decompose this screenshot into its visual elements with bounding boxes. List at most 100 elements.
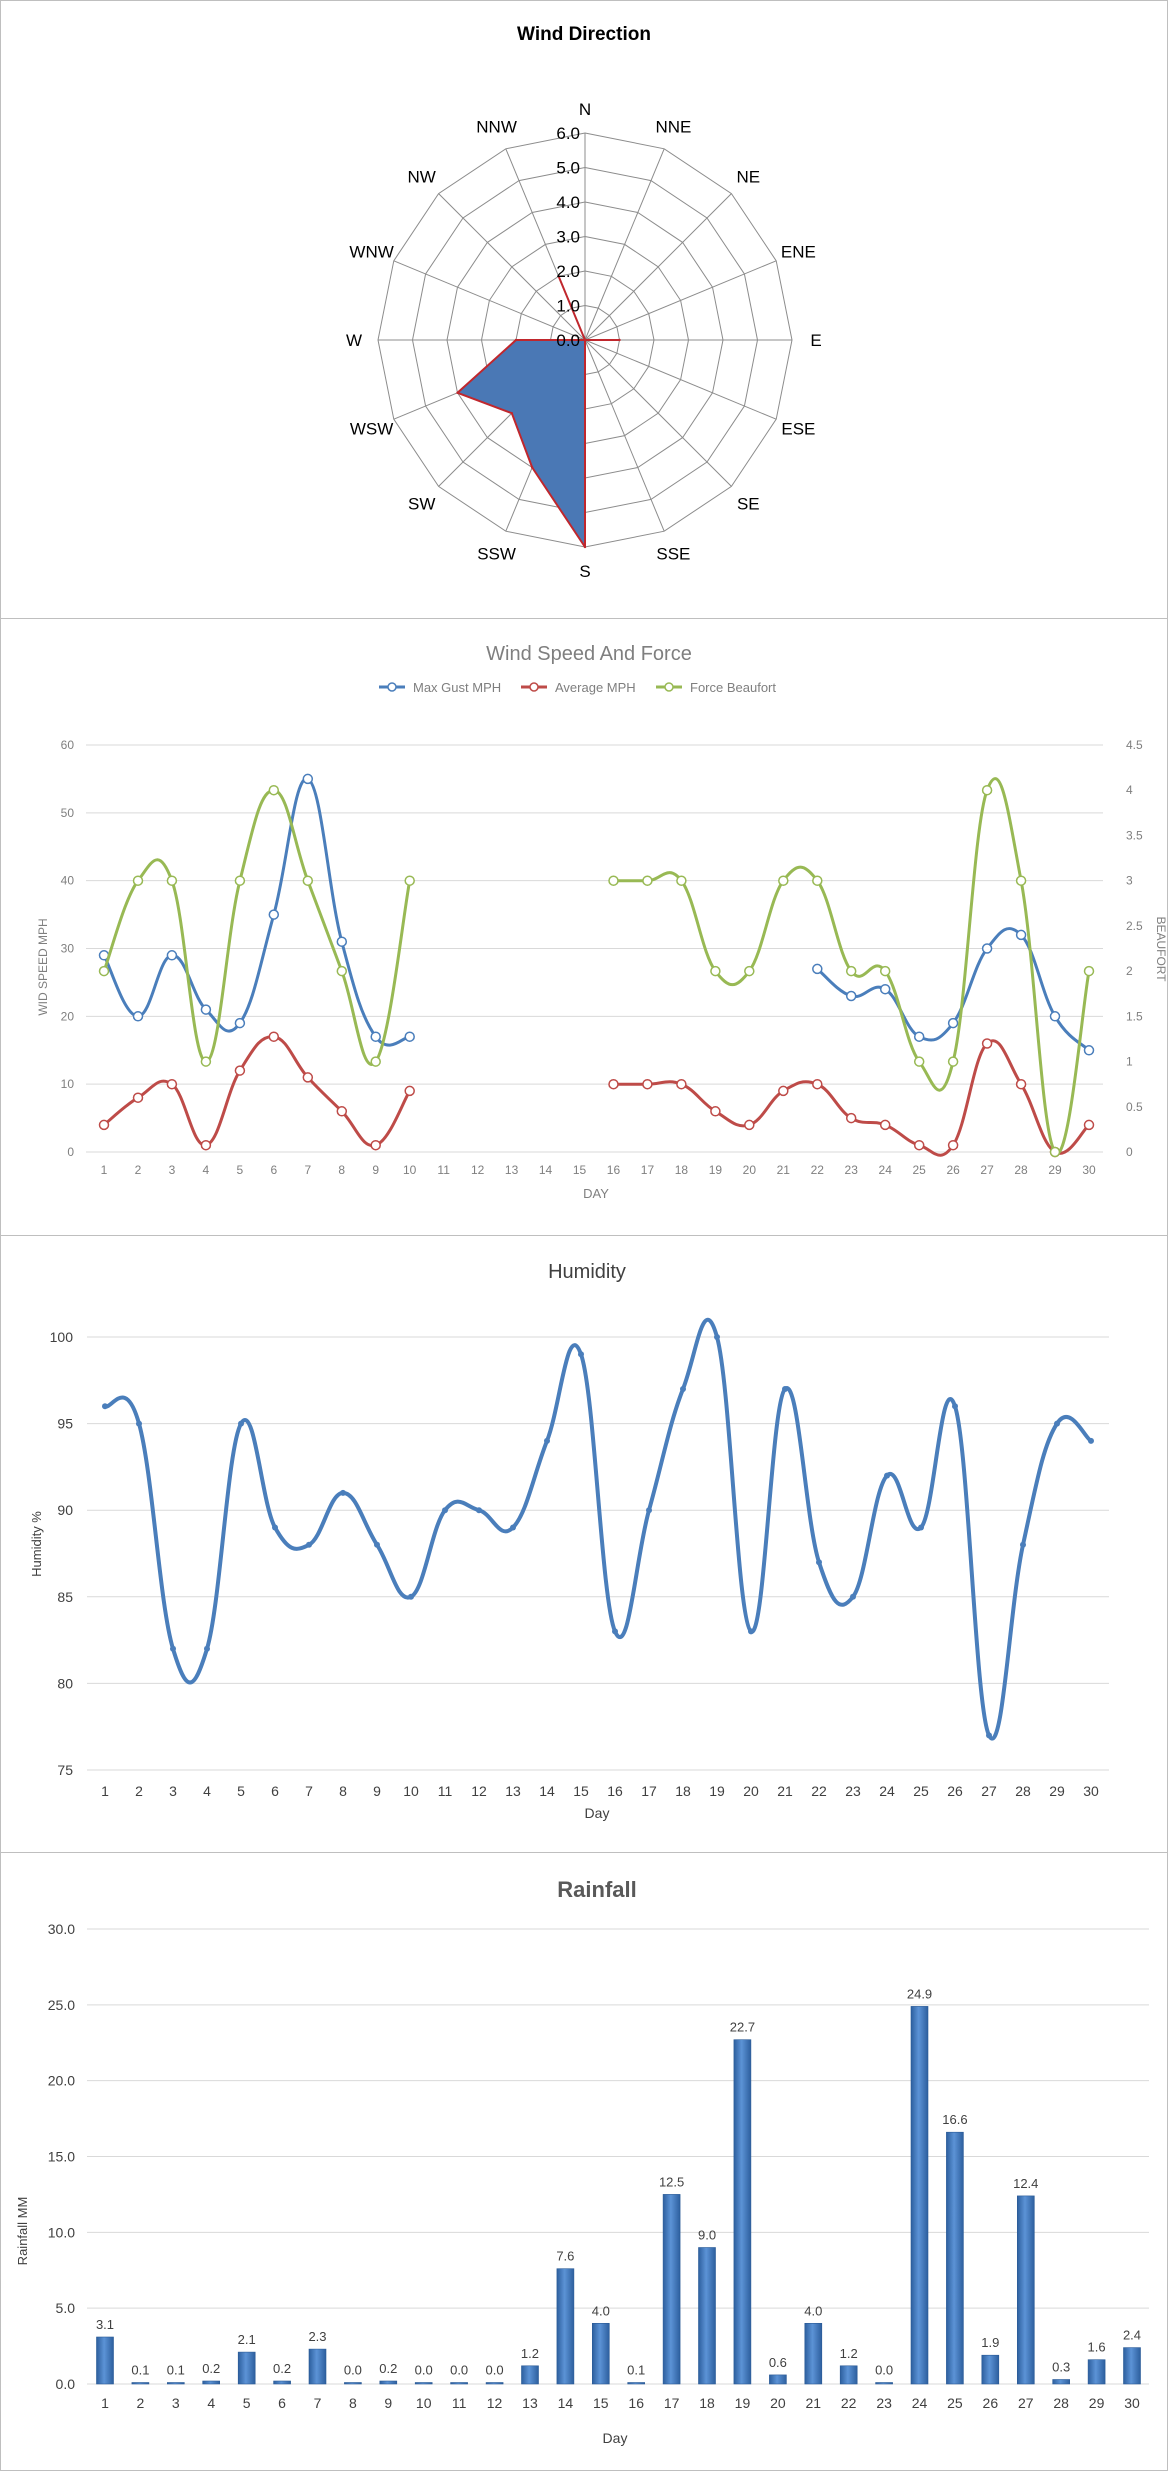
- direction-label: SSE: [656, 544, 690, 563]
- wind-speed-chart: Wind Speed And Force Max Gust MPH Average…: [36, 643, 1167, 1201]
- data-point: [302, 875, 314, 886]
- data-point: [748, 1628, 754, 1635]
- direction-label: S: [579, 562, 590, 581]
- y-tick-label: 100: [50, 1329, 74, 1345]
- x-tick-label: 22: [811, 1783, 827, 1799]
- y-tick-label: 15.0: [48, 2149, 75, 2165]
- x-axis-label: Day: [585, 1805, 610, 1821]
- radar-point: [618, 338, 621, 342]
- bar: [556, 2268, 575, 2385]
- bar: [1087, 2359, 1106, 2385]
- bar: [733, 2039, 752, 2385]
- data-point: [710, 965, 721, 977]
- x-tick-label: 6: [271, 1783, 279, 1799]
- direction-label: NNW: [476, 118, 517, 137]
- x-tick-label: 6: [270, 1163, 277, 1177]
- data-point: [845, 990, 857, 1002]
- data-point: [268, 784, 280, 796]
- x-tick-label: 16: [607, 1163, 621, 1177]
- x-tick-label: 15: [573, 1783, 589, 1799]
- data-point: [404, 875, 415, 886]
- x-tick-label: 24: [912, 2395, 928, 2411]
- y-tick-label: 85: [57, 1589, 73, 1605]
- radar-point: [557, 275, 560, 278]
- x-tick-label: 1: [101, 2395, 109, 2411]
- data-point: [680, 1386, 686, 1392]
- direction-label: ESE: [781, 419, 815, 438]
- y-tick-label: 90: [57, 1502, 73, 1518]
- data-point: [272, 1524, 278, 1531]
- data-point: [476, 1507, 482, 1514]
- x-tick-label: 27: [981, 1783, 997, 1799]
- y-axis-label: Rainfall MM: [15, 2197, 30, 2266]
- x-tick-label: 3: [172, 2395, 180, 2411]
- data-point: [676, 1078, 687, 1090]
- data-point: [778, 1085, 789, 1097]
- x-tick-label: 21: [777, 1163, 791, 1177]
- data-label: 0.3: [1052, 2360, 1070, 2375]
- data-point: [234, 875, 246, 886]
- data-label: 0.2: [202, 2361, 220, 2376]
- data-point: [136, 1420, 142, 1427]
- data-label: 0.1: [131, 2363, 149, 2378]
- y-tick-label: 40: [61, 874, 75, 888]
- direction-label: NE: [736, 168, 760, 187]
- data-point: [812, 1078, 823, 1090]
- data-label: 0.0: [486, 2363, 504, 2378]
- radial-tick-label: 4.0: [556, 193, 580, 212]
- chart-title: Wind Speed And Force: [486, 643, 692, 665]
- x-tick-label: 29: [1049, 1783, 1065, 1799]
- data-point: [884, 1472, 890, 1479]
- x-tick-label: 25: [947, 2395, 963, 2411]
- x-tick-label: 27: [980, 1163, 994, 1177]
- bar: [450, 2382, 468, 2385]
- x-tick-label: 25: [913, 1783, 929, 1799]
- direction-label: WNW: [349, 243, 393, 262]
- y2-tick-label: 4.5: [1126, 738, 1143, 752]
- chart-title: Rainfall: [557, 1877, 636, 1902]
- y-tick-label: 5.0: [56, 2300, 76, 2316]
- direction-label: E: [810, 331, 821, 350]
- data-label: 4.0: [592, 2303, 610, 2318]
- x-axis-label: Day: [603, 2430, 628, 2446]
- x-tick-label: 5: [243, 2395, 251, 2411]
- bar: [414, 2382, 433, 2385]
- x-tick-label: 2: [135, 1163, 142, 1177]
- x-tick-label: 19: [735, 2395, 751, 2411]
- data-point: [166, 1078, 178, 1090]
- x-tick-label: 3: [169, 1783, 177, 1799]
- data-label: 3.1: [96, 2317, 114, 2332]
- x-tick-label: 12: [487, 2395, 503, 2411]
- radar-spoke: [584, 148, 665, 341]
- data-point: [608, 875, 619, 886]
- x-tick-label: 12: [471, 1163, 485, 1177]
- y-axis-label: WID SPEED MPH: [36, 918, 50, 1015]
- x-axis-label: DAY: [583, 1186, 609, 1201]
- data-label: 0.0: [415, 2363, 433, 2378]
- data-point: [947, 1017, 959, 1029]
- x-tick-label: 26: [947, 1783, 963, 1799]
- x-tick-label: 4: [203, 1783, 211, 1799]
- radial-tick-label: 3.0: [556, 228, 580, 247]
- y2-tick-label: 0: [1126, 1145, 1133, 1159]
- x-tick-label: 14: [539, 1163, 553, 1177]
- x-tick-label: 6: [278, 2395, 286, 2411]
- x-tick-label: 13: [505, 1163, 519, 1177]
- x-tick-label: 27: [1018, 2395, 1034, 2411]
- y-tick-label: 30.0: [48, 1921, 75, 1937]
- data-point: [408, 1593, 414, 1600]
- series-line: [102, 777, 1091, 1052]
- data-point: [234, 1017, 246, 1029]
- x-tick-label: 7: [304, 1163, 311, 1177]
- data-point: [132, 1092, 144, 1103]
- bar: [591, 2322, 610, 2385]
- bar: [308, 2348, 327, 2385]
- direction-label: SE: [737, 494, 760, 513]
- x-tick-label: 22: [841, 2395, 857, 2411]
- radar-point: [456, 391, 459, 394]
- data-point: [98, 965, 110, 977]
- radar-point: [514, 338, 518, 342]
- data-point: [1049, 1146, 1061, 1158]
- y2-tick-label: 2.5: [1126, 919, 1143, 933]
